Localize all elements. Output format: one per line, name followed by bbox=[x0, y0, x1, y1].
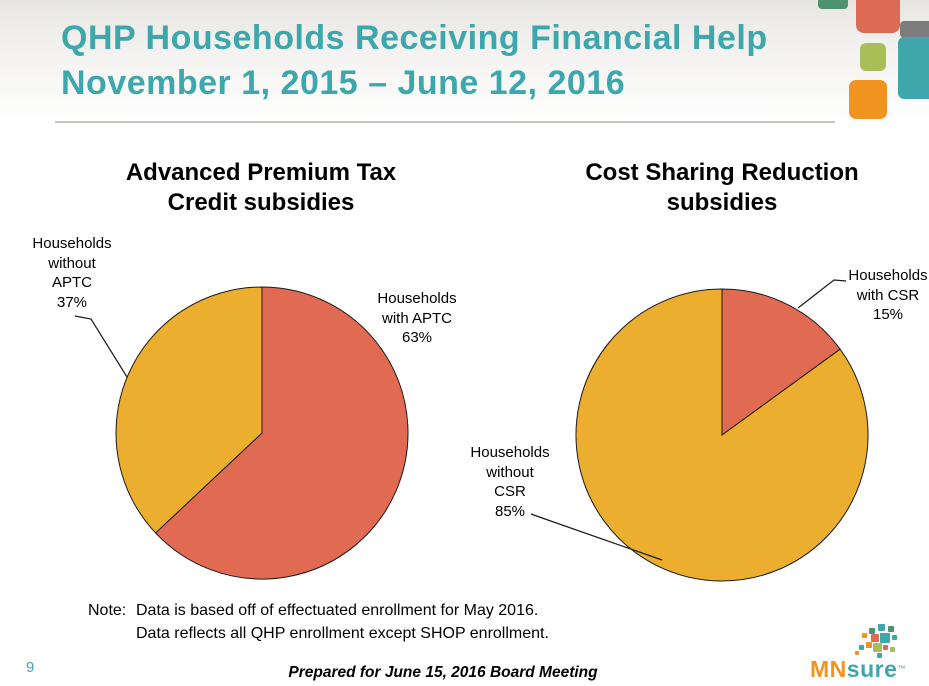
callout-with-csr: Households with CSR 15% bbox=[838, 266, 929, 325]
slide-title-line-1: QHP Households Receiving Financial Help bbox=[61, 19, 768, 57]
logo-mark-square bbox=[892, 635, 897, 640]
text-line: subsidies bbox=[666, 189, 778, 216]
text-line: Cost Sharing Reduction bbox=[585, 159, 859, 186]
text-line: Credit subsidies bbox=[167, 189, 355, 216]
decor-square-teal bbox=[898, 37, 929, 99]
note-body: Data is based off of effectuated enrollm… bbox=[136, 599, 549, 645]
text-line: with APTC bbox=[381, 309, 453, 327]
note-label: Note: bbox=[88, 602, 127, 619]
csr-chart-title: Cost Sharing Reduction subsidies bbox=[537, 158, 907, 218]
text-line: Advanced Premium Tax bbox=[125, 159, 397, 186]
text-line: Households bbox=[470, 444, 550, 461]
decor-square-green-light bbox=[860, 43, 886, 71]
footer-text: Prepared for June 15, 2016 Board Meeting bbox=[288, 664, 598, 681]
aptc-pie-chart bbox=[115, 286, 409, 580]
mnsure-logo-text: MNsure™ bbox=[810, 656, 906, 682]
logo-mark-square bbox=[862, 633, 867, 638]
logo-mark-square bbox=[859, 645, 864, 650]
slide-title-line-2: November 1, 2015 – June 12, 2016 bbox=[61, 64, 626, 102]
logo-mark-square bbox=[873, 643, 882, 652]
text-line: 85% bbox=[494, 502, 526, 520]
text-line: without bbox=[486, 463, 534, 481]
pie-slice bbox=[115, 286, 263, 534]
text-line: without bbox=[48, 254, 96, 272]
decor-square-orange bbox=[849, 80, 887, 119]
slide-title: QHP Households Receiving Financial Help … bbox=[61, 16, 861, 106]
text-line: 15% bbox=[872, 306, 904, 323]
callout-without-csr: Households without CSR 85% bbox=[445, 443, 575, 521]
text-line: Data reflects all QHP enrollment except … bbox=[136, 625, 549, 642]
mnsure-logo-mark-icon bbox=[844, 620, 914, 658]
logo-mark-square bbox=[880, 633, 890, 643]
logo-mn-text: MN bbox=[810, 656, 847, 682]
text-line: Households bbox=[377, 290, 457, 307]
mnsure-logo: MNsure™ bbox=[808, 620, 929, 684]
decor-square-red bbox=[856, 0, 900, 33]
logo-tm-mark: ™ bbox=[897, 664, 906, 673]
text-line: 63% bbox=[401, 329, 433, 346]
decor-square-green-dark bbox=[818, 0, 848, 9]
pie-slice bbox=[721, 288, 841, 436]
text-line: APTC bbox=[51, 274, 92, 291]
text-line: 37% bbox=[56, 293, 88, 311]
page-number: 9 bbox=[26, 659, 35, 676]
text-line: Households bbox=[848, 267, 928, 284]
aptc-chart-title: Advanced Premium Tax Credit subsidies bbox=[76, 158, 446, 218]
csr-pie-chart bbox=[575, 288, 869, 582]
text-line: Households bbox=[32, 235, 112, 252]
logo-mark-square bbox=[888, 626, 894, 632]
pie-slice bbox=[154, 286, 409, 580]
text-line: with CSR bbox=[856, 286, 920, 304]
logo-mark-square bbox=[877, 653, 882, 658]
pie-slice bbox=[575, 288, 869, 582]
logo-sure-text: sure bbox=[846, 656, 898, 682]
logo-mark-square bbox=[866, 642, 872, 648]
note: Note: Data is based off of effectuated e… bbox=[88, 599, 549, 645]
logo-mark-square bbox=[878, 624, 885, 631]
title-divider bbox=[55, 121, 835, 123]
callout-with-aptc: Households with APTC 63% bbox=[352, 289, 482, 348]
callout-without-aptc: Households without APTC 37% bbox=[7, 234, 137, 312]
logo-mark-square bbox=[883, 645, 888, 650]
decor-square-gray bbox=[900, 21, 929, 38]
logo-mark-square bbox=[890, 647, 895, 652]
text-line: Data is based off of effectuated enrollm… bbox=[136, 602, 539, 619]
logo-mark-square bbox=[871, 634, 879, 642]
text-line: CSR bbox=[494, 483, 526, 500]
logo-mark-square bbox=[869, 628, 875, 634]
logo-mark-square bbox=[855, 651, 859, 655]
